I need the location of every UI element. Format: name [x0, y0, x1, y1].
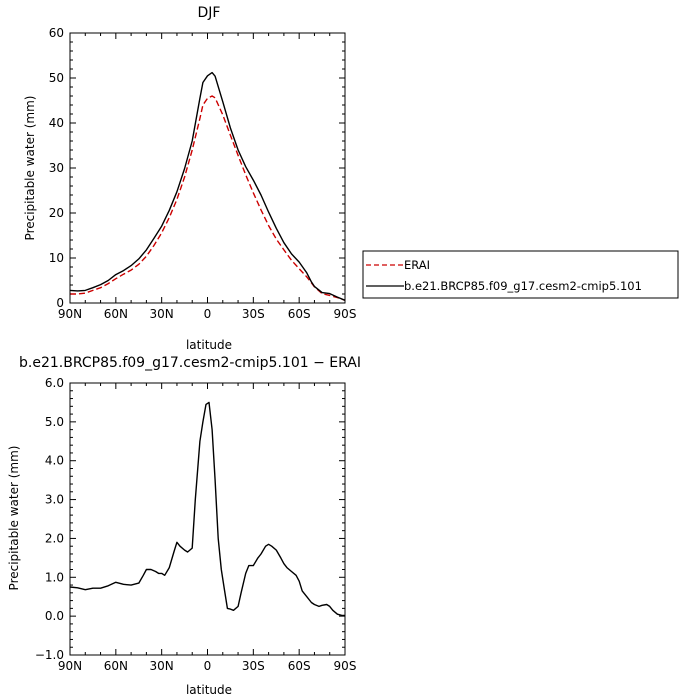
- bottom-plot-series-line-0: [69, 401, 345, 617]
- bottom-plot-y-tick-label: 2.0: [45, 531, 64, 545]
- bottom-plot-y-tick-label: 1.0: [45, 570, 64, 584]
- top-plot-y-tick-label: 30: [49, 161, 64, 175]
- bottom-plot-x-tick-label: 60S: [288, 659, 311, 673]
- top-plot-y-tick-label: 60: [49, 26, 64, 40]
- bottom-plot-y-tick-label: 4.0: [45, 454, 64, 468]
- bottom-plot-x-tick-label: 30N: [150, 659, 174, 673]
- top-plot-x-tick-label: 30S: [242, 307, 265, 321]
- bottom-plot-series: [69, 401, 345, 617]
- bottom-plot-y-tick-label: 3.0: [45, 493, 64, 507]
- bottom-plot-ticks: 90N 60N 30N 0 30S 60S 90S −1.0 0.0 1.0 2.0 3.0 4.0 5.…: [35, 376, 357, 673]
- legend: ERAI b.e21.BRCP85.f09_g17.cesm2-cmip5.10…: [362, 250, 679, 299]
- bottom-plot-y-tick-label: −1.0: [35, 648, 64, 662]
- top-plot-title: DJF: [198, 5, 221, 21]
- top-plot-xlabel: latitude: [186, 338, 232, 352]
- top-plot-y-tick-label: 0: [56, 296, 64, 310]
- bottom-plot-x-tick-label: 0: [204, 659, 212, 673]
- top-plot-x-tick-label: 90N: [58, 307, 82, 321]
- top-plot-y-tick-label: 10: [49, 251, 64, 265]
- bottom-plot-y-tick-label: 0.0: [45, 609, 64, 623]
- top-plot-y-tick-label: 20: [49, 206, 64, 220]
- legend-label-erai: ERAI: [404, 258, 430, 272]
- top-plot-x-tick-label: 30N: [150, 307, 174, 321]
- bottom-plot-x-tick-label: 60N: [104, 659, 128, 673]
- top-plot-ticks: 90N 60N 30N 0 30S 60S 90S 0 10 20 30 40 50 60: [49, 26, 357, 321]
- bottom-plot-title: b.e21.BRCP85.f09_g17.cesm2-cmip5.101 − E…: [19, 355, 361, 371]
- top-plot-series: [69, 71, 346, 301]
- top-plot-frame: [69, 32, 346, 304]
- top-plot-x-tick-label: 60N: [104, 307, 128, 321]
- bottom-plot: b.e21.BRCP85.f09_g17.cesm2-cmip5.101 − E…: [7, 355, 361, 697]
- top-plot-x-tick-label: 0: [204, 307, 212, 321]
- bottom-plot-frame: [69, 382, 346, 656]
- top-plot-series-line-1: [69, 71, 346, 301]
- top-plot-x-tick-label: 60S: [288, 307, 311, 321]
- legend-label-model: b.e21.BRCP85.f09_g17.cesm2-cmip5.101: [404, 279, 642, 293]
- bottom-plot-x-tick-label: 30S: [242, 659, 265, 673]
- bottom-plot-y-tick-label: 5.0: [45, 415, 64, 429]
- top-plot: DJF latitude Precipitable water (mm) 90N…: [23, 5, 356, 352]
- bottom-plot-ylabel: Precipitable water (mm): [7, 446, 21, 591]
- bottom-plot-x-tick-label: 90N: [58, 659, 82, 673]
- top-plot-y-tick-label: 40: [49, 116, 64, 130]
- bottom-plot-x-tick-label: 90S: [334, 659, 357, 673]
- top-plot-y-tick-label: 50: [49, 71, 64, 85]
- bottom-plot-xlabel: latitude: [186, 683, 232, 697]
- top-plot-ylabel: Precipitable water (mm): [23, 96, 37, 241]
- legend-box: [362, 250, 679, 299]
- top-plot-series-line-0: [70, 95, 346, 301]
- top-plot-x-tick-label: 90S: [334, 307, 357, 321]
- bottom-plot-y-tick-label: 6.0: [45, 376, 64, 390]
